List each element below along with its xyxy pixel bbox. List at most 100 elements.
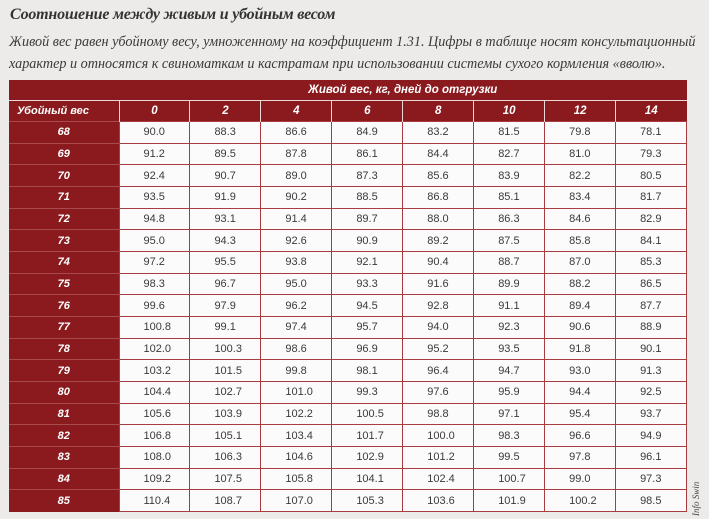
row-label-slaughter-weight: 79: [9, 359, 119, 382]
table-cell: 93.5: [118, 185, 191, 209]
table-cell: 94.4: [544, 380, 617, 404]
table-cell: 96.7: [189, 272, 262, 296]
table-cell: 94.3: [189, 229, 262, 252]
table-cell: 84.1: [615, 229, 687, 252]
table-cell: 89.2: [402, 229, 475, 252]
table-cell: 83.2: [402, 121, 475, 144]
table-cell: 100.2: [544, 489, 617, 512]
table-cell: 104.4: [118, 380, 191, 404]
table-cell: 85.8: [544, 229, 617, 252]
table-row: 81 105.6 103.9 102.2 100.5 98.8 97.1 95.4 93.7: [9, 402, 687, 426]
table-cell: 88.0: [402, 207, 475, 231]
table-cell: 88.3: [189, 121, 262, 144]
table-cell: 90.6: [544, 315, 617, 339]
column-header-day-10: 10: [473, 100, 545, 122]
row-label-slaughter-weight: 73: [9, 229, 119, 252]
table-cell: 89.5: [189, 142, 262, 166]
table-cell: 90.0: [118, 121, 191, 144]
watermark-text: Info Swin: [691, 481, 701, 516]
table-cell: 96.2: [260, 294, 333, 317]
table-cell: 88.5: [331, 185, 404, 209]
row-label-slaughter-weight: 80: [9, 380, 119, 404]
row-label-slaughter-weight: 77: [9, 315, 119, 339]
table-cell: 96.6: [544, 424, 617, 447]
table-cell: 91.6: [402, 272, 475, 296]
row-label-slaughter-weight: 83: [9, 445, 119, 468]
table-cell: 81.5: [473, 121, 546, 144]
table-cell: 92.6: [260, 229, 333, 252]
table-cell: 84.9: [331, 121, 404, 144]
table-cell: 97.6: [402, 380, 475, 404]
table-row: 84 109.2 107.5 105.8 104.1 102.4 100.7 99.0 97.3: [9, 467, 687, 491]
table-cell: 107.0: [260, 489, 333, 512]
table-cell: 88.9: [615, 315, 687, 339]
table-cell: 98.3: [473, 424, 546, 447]
table-cell: 90.1: [615, 337, 687, 361]
table-cell: 97.1: [473, 402, 546, 426]
table-cell: 99.0: [544, 467, 617, 491]
row-label-slaughter-weight: 84: [9, 467, 119, 490]
table-cell: 93.8: [260, 250, 333, 274]
table-body: 68 90.0 88.3 86.6 84.9 83.2 81.5 79.8 78.1 69 91.2…: [9, 121, 687, 512]
table-cell: 99.6: [118, 294, 191, 317]
table-cell: 86.1: [331, 142, 404, 166]
table-cell: 96.9: [331, 337, 404, 361]
row-label-slaughter-weight: 72: [9, 207, 119, 230]
table-cell: 96.4: [402, 359, 475, 382]
table-cell: 95.7: [331, 315, 404, 339]
table-cell: 106.8: [118, 424, 191, 447]
table-cell: 86.8: [402, 185, 475, 209]
table-cell: 102.4: [402, 467, 475, 491]
table-cell: 108.7: [189, 489, 262, 512]
table-cell: 99.5: [473, 445, 546, 469]
description-text: Живой вес равен убойному весу, умноженно…: [9, 34, 696, 72]
table-cell: 86.6: [260, 121, 333, 144]
table-cell: 80.5: [615, 164, 687, 187]
table-row: 79 103.2 101.5 99.8 98.1 96.4 94.7 93.0 91.3: [9, 359, 687, 382]
table-cell: 94.0: [402, 315, 475, 339]
table-cell: 91.9: [189, 185, 262, 209]
table-cell: 95.5: [189, 250, 262, 274]
table-cell: 95.2: [402, 337, 475, 361]
row-label-slaughter-weight: 69: [9, 142, 119, 165]
table-cell: 102.0: [118, 337, 191, 361]
table-row: 76 99.6 97.9 96.2 94.5 92.8 91.1 89.4 87.7: [9, 294, 687, 317]
table-cell: 95.0: [260, 272, 333, 296]
table-cell: 103.4: [260, 424, 333, 447]
table-cell: 92.8: [402, 294, 475, 317]
table-cell: 101.9: [473, 489, 546, 512]
table-cell: 82.2: [544, 164, 617, 187]
table-cell: 87.8: [260, 142, 333, 166]
table-cell: 106.3: [189, 445, 262, 469]
table-cell: 91.2: [118, 142, 191, 166]
row-label-slaughter-weight: 70: [9, 164, 119, 187]
table-row: 75 98.3 96.7 95.0 93.3 91.6 89.9 88.2 86.5: [9, 272, 687, 296]
table-cell: 84.6: [544, 207, 617, 231]
table-row: 82 106.8 105.1 103.4 101.7 100.0 98.3 96.6 94.9: [9, 424, 687, 447]
table-cell: 81.7: [615, 185, 687, 209]
table-cell: 100.3: [189, 337, 262, 361]
table-cell: 98.5: [615, 489, 687, 512]
row-label-slaughter-weight: 76: [9, 294, 119, 317]
table-cell: 104.1: [331, 467, 404, 491]
table-cell: 99.8: [260, 359, 333, 382]
column-header-day-12: 12: [544, 100, 616, 122]
table-cell: 97.8: [544, 445, 617, 469]
table-cell: 91.8: [544, 337, 617, 361]
table-cell: 90.9: [331, 229, 404, 252]
table-cell: 105.8: [260, 467, 333, 491]
table-cell: 78.1: [615, 121, 687, 144]
table-cell: 93.0: [544, 359, 617, 382]
table-cell: 97.2: [118, 250, 191, 274]
table-row: 72 94.8 93.1 91.4 89.7 88.0 86.3 84.6 82.9: [9, 207, 687, 231]
table-cell: 90.7: [189, 164, 262, 187]
row-label-slaughter-weight: 74: [9, 250, 119, 274]
table-cell: 108.0: [118, 445, 191, 469]
table-cell: 109.2: [118, 467, 191, 491]
table-cell: 105.1: [189, 424, 262, 447]
table-cell: 93.7: [615, 402, 687, 426]
table-row: 68 90.0 88.3 86.6 84.9 83.2 81.5 79.8 78.1: [9, 121, 687, 144]
row-label-slaughter-weight: 71: [9, 185, 119, 209]
row-label-slaughter-weight: 81: [9, 402, 119, 425]
table-cell: 92.3: [473, 315, 546, 339]
